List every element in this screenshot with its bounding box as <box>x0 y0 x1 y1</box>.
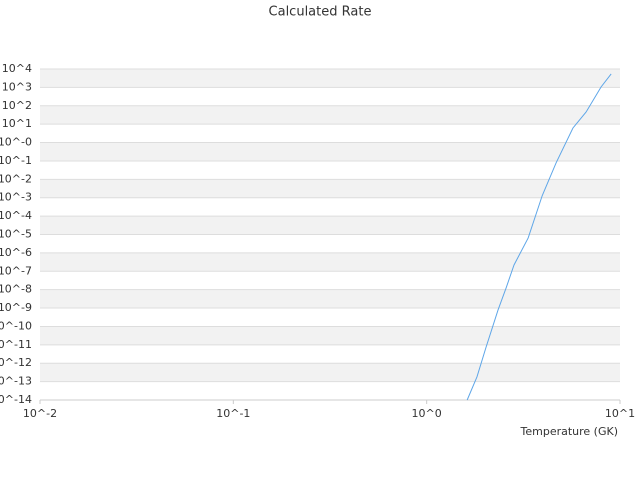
y-tick-label: 10^-0 <box>0 136 32 149</box>
y-tick-label: 10^-1 <box>0 154 32 167</box>
y-tick-label: 10^-5 <box>0 228 32 241</box>
y-tick-label: 10^3 <box>2 80 32 93</box>
x-axis-label: Temperature (GK) <box>520 425 619 438</box>
y-tick-label: 10^-4 <box>0 209 32 222</box>
grid-band <box>40 363 620 382</box>
x-tick-label: 10^-1 <box>216 407 250 420</box>
y-tick-label: 10^4 <box>2 62 32 75</box>
grid-band <box>40 252 620 272</box>
chart-title: Calculated Rate <box>269 5 372 20</box>
grid-band <box>40 326 620 345</box>
grid-band <box>40 216 620 235</box>
data-line <box>466 73 612 401</box>
y-tick-label: 10^-3 <box>0 191 32 204</box>
y-tick-label: 10^-7 <box>0 264 32 277</box>
y-tick-label: 10^-14 <box>0 393 32 406</box>
grid-band <box>40 289 620 309</box>
y-tick-label: 10^-12 <box>0 356 32 369</box>
x-tick-label: 10^0 <box>412 407 442 420</box>
grid-band <box>40 179 620 198</box>
plot-background <box>40 68 620 401</box>
y-tick-label: 10^1 <box>2 117 32 130</box>
x-tick-label: 10^1 <box>605 407 635 420</box>
y-tick-label: 10^-8 <box>0 283 32 296</box>
y-tick-label: 10^-9 <box>0 301 32 314</box>
grid-band <box>40 69 620 88</box>
y-tick-label: 10^-13 <box>0 375 32 388</box>
y-tick-label: 10^-10 <box>0 319 32 332</box>
grid-band <box>40 142 620 161</box>
grid-band <box>40 105 620 125</box>
y-tick-label: 10^-6 <box>0 246 32 259</box>
y-tick-label: 10^2 <box>2 99 32 112</box>
y-tick-label: 10^-11 <box>0 338 32 351</box>
x-tick-label: 10^-2 <box>23 407 57 420</box>
y-tick-label: 10^-2 <box>0 172 32 185</box>
